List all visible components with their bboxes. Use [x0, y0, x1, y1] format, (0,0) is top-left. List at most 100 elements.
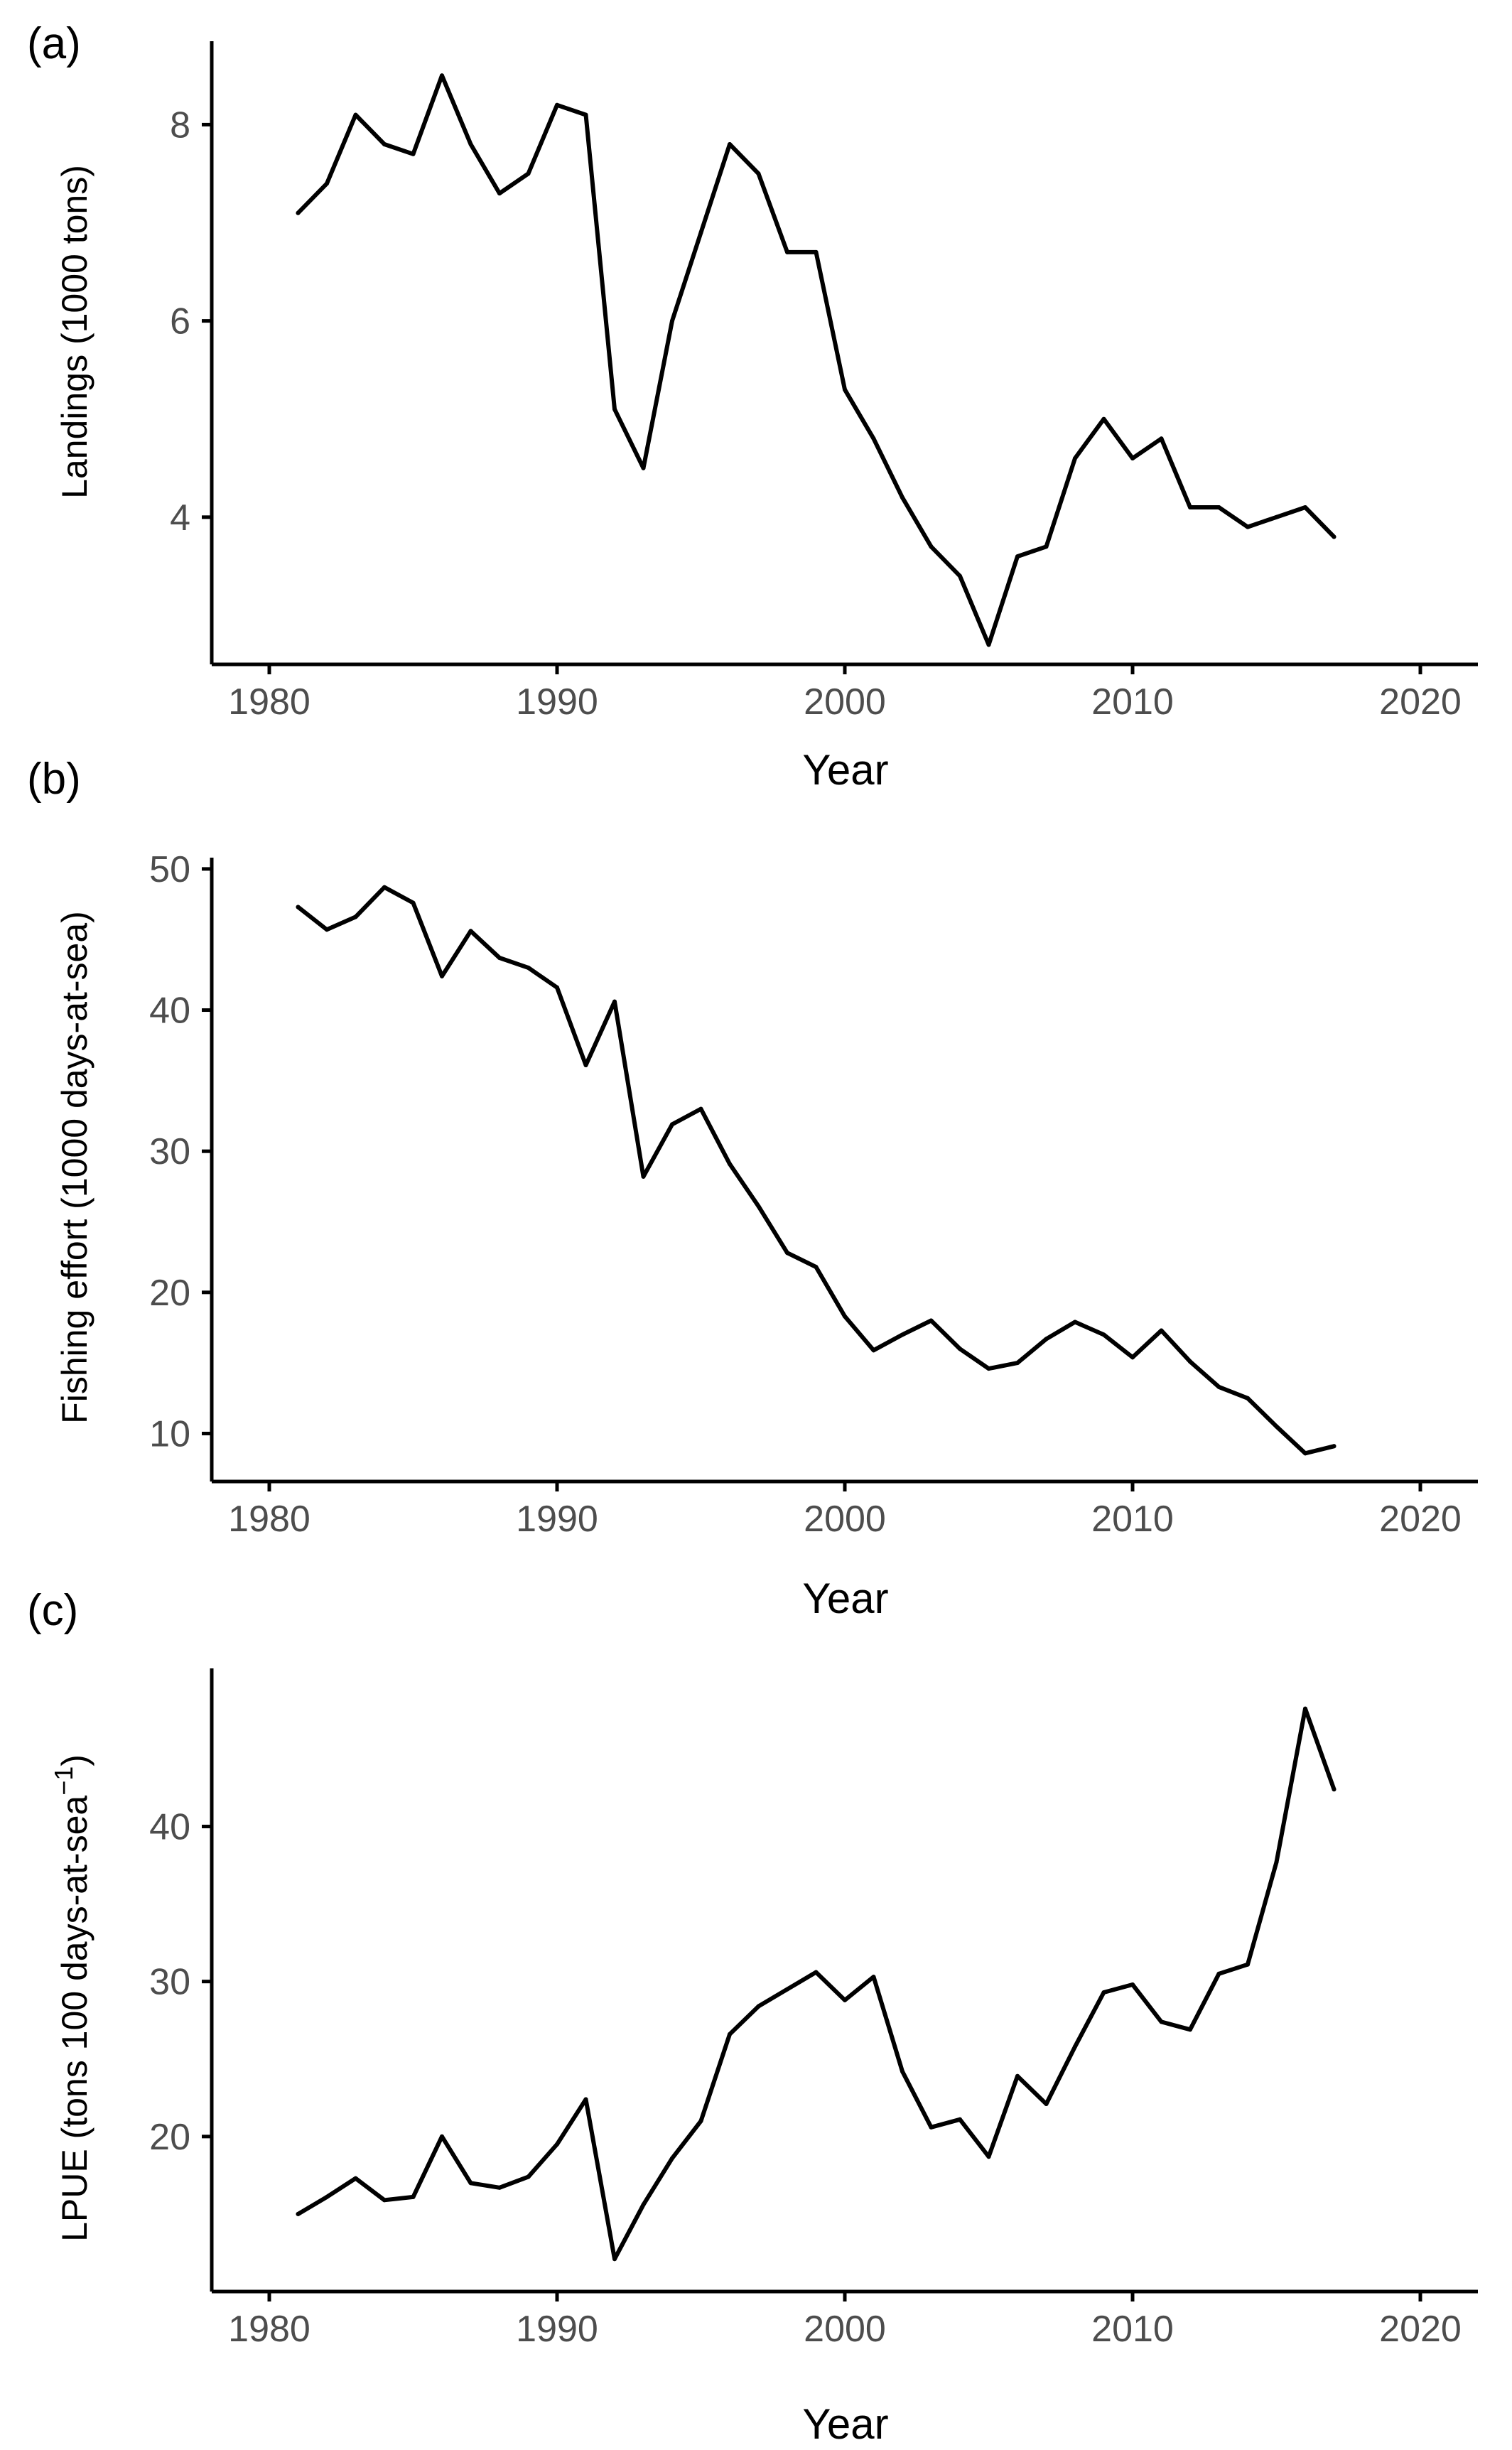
panel-a-data-point	[555, 102, 559, 107]
panel-b-data-point	[440, 973, 444, 978]
panel-c-y-axis-title: LPUE (tons 100 days-at-sea−1)	[49, 1754, 94, 2242]
panel-a-data-point	[929, 544, 934, 549]
panel-c-y-tick-label: 30	[149, 1962, 190, 2003]
panel-a-x-tick-label: 2000	[804, 681, 886, 723]
panel-c-data-point	[1015, 2073, 1020, 2078]
panel-c-x-tick-label: 2020	[1379, 2309, 1462, 2350]
panel-c-data-point	[1303, 1706, 1307, 1711]
panel-b-data-point	[958, 1347, 962, 1351]
panel-c-y-axis-title-close: )	[55, 1754, 94, 1766]
panel-c-data-point	[411, 2194, 416, 2199]
panel-c-data-point	[1130, 1982, 1135, 1987]
panel-b-data-point	[670, 1122, 674, 1127]
panel-a: (a) Landings (1000 tons) Year 1980 1990 20…	[27, 19, 1478, 794]
panel-b-x-tick-label: 2020	[1379, 1499, 1462, 1540]
panel-c-data-point	[871, 1975, 876, 1980]
panel-b-data-point	[641, 1174, 646, 1179]
panel-a-data-point	[1274, 514, 1279, 519]
panel-a-data-point	[1303, 505, 1307, 509]
panel-b-data-point	[756, 1204, 761, 1209]
panel-b-data-point	[468, 929, 473, 934]
panel-a-data-point	[814, 249, 819, 254]
panel-c-data-point	[986, 2154, 991, 2159]
panel-c-data-point	[325, 2194, 329, 2199]
panel-a-data-point	[325, 181, 329, 186]
panel-a-data-point	[900, 495, 904, 500]
panel-b-data-point	[900, 1332, 904, 1337]
panel-b-data-point	[1274, 1424, 1279, 1429]
panel-b-data-point	[353, 914, 358, 919]
panel-a-data-point	[1246, 524, 1250, 529]
panel-c-data-point	[382, 2198, 387, 2203]
panel-b-plot: 1980 1990 2000 2010 2020 10 20 30 40 50	[149, 849, 1478, 1540]
panel-a-data-point	[612, 406, 617, 411]
panel-a-data-point	[641, 465, 646, 470]
panel-b-data-point	[1216, 1384, 1221, 1389]
panel-b-data-point	[583, 1063, 588, 1067]
panel-a-data-point	[353, 112, 358, 117]
panel-c: (c) LPUE (tons 100 days-at-sea−1) Year 1…	[27, 1586, 1478, 2448]
panel-b-data-point	[814, 1265, 819, 1270]
panel-c-data-point	[698, 2119, 703, 2123]
panel-a-plot: 1980 1990 2000 2010 2020 4 6 8	[170, 41, 1478, 723]
panel-c-data-point	[468, 2181, 473, 2186]
panel-c-data-point	[1274, 1860, 1279, 1865]
panel-a-x-tick-label: 1980	[228, 681, 310, 723]
panel-b: (b) Fishing effort (1000 days-at-sea) Ye…	[27, 755, 1478, 1622]
panel-b-data-point	[1101, 1332, 1106, 1337]
panel-c-data-point	[1246, 1962, 1250, 1967]
panel-b-y-tick-label: 30	[149, 1131, 190, 1172]
panel-b-data-point	[843, 1314, 847, 1319]
panel-c-label: (c)	[27, 1586, 78, 1635]
panel-a-data-point	[1216, 505, 1221, 509]
panel-a-data-point	[1159, 436, 1164, 441]
panel-c-x-tick-label: 1980	[228, 2309, 310, 2350]
panel-a-x-axis-title: Year	[802, 746, 888, 794]
panel-b-data-point	[296, 905, 301, 910]
panel-c-data-point	[728, 2031, 732, 2036]
panel-b-data-point	[871, 1348, 876, 1353]
panel-b-data-point	[698, 1106, 703, 1111]
panel-a-y-tick-label: 8	[170, 104, 190, 146]
panel-b-data-point	[1130, 1355, 1135, 1360]
panel-c-data-point	[1044, 2102, 1049, 2106]
panel-a-series-line	[296, 73, 1336, 647]
panel-c-data-point	[1332, 1787, 1336, 1792]
panel-a-data-point	[1188, 505, 1192, 509]
panel-c-data-point	[1188, 2027, 1192, 2032]
panel-c-y-tick-label: 40	[149, 1807, 190, 1848]
panel-a-data-point	[296, 210, 301, 215]
panel-b-label: (b)	[27, 755, 81, 804]
panel-c-data-point	[526, 2174, 531, 2179]
panel-a-data-point	[1130, 456, 1135, 460]
panel-a-data-point	[958, 573, 962, 578]
panel-a-data-point	[1332, 534, 1336, 539]
panel-a-data-point	[382, 142, 387, 146]
panel-b-data-point	[411, 900, 416, 905]
panel-c-data-point	[1216, 1971, 1221, 1976]
panel-c-data-point	[440, 2134, 444, 2139]
panel-b-x-tick-label: 2000	[804, 1499, 886, 1540]
panel-a-data-point	[583, 112, 588, 117]
panel-b-data-point	[1332, 1444, 1336, 1449]
panel-c-data-point	[1101, 1990, 1106, 1995]
panel-c-data-point	[497, 2185, 502, 2190]
panel-c-data-point	[612, 2257, 617, 2262]
panel-b-x-tick-label: 1980	[228, 1499, 310, 1540]
panel-b-data-point	[325, 927, 329, 932]
panel-c-data-point	[900, 2069, 904, 2074]
panel-c-x-tick-label: 1990	[516, 2309, 598, 2350]
panel-b-data-point	[1303, 1451, 1307, 1456]
panel-b-y-tick-label: 40	[149, 991, 190, 1032]
panel-a-data-point	[756, 171, 761, 176]
panel-a-data-point	[843, 387, 847, 392]
panel-a-label: (a)	[27, 19, 81, 68]
panel-b-data-point	[1159, 1328, 1164, 1333]
panel-a-y-tick-label: 4	[170, 497, 190, 539]
panel-b-data-point	[1044, 1337, 1049, 1342]
panel-a-data-point	[1073, 456, 1077, 460]
panel-c-data-point	[353, 2176, 358, 2181]
panel-a-x-tick-label: 1990	[516, 681, 598, 723]
